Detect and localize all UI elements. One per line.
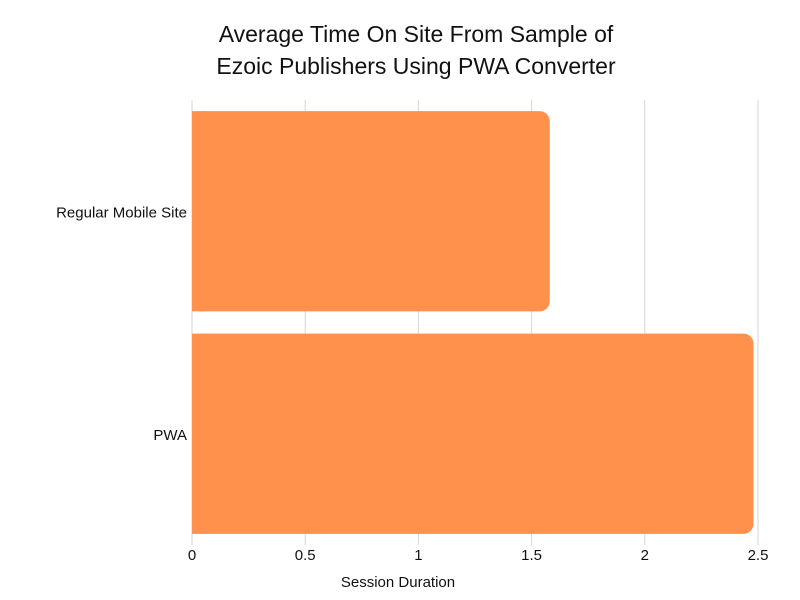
- bar-1: [192, 333, 754, 534]
- bar-left-edge-0: [192, 111, 206, 312]
- chart-title-line-1: Average Time On Site From Sample of: [218, 21, 614, 47]
- chart-title-line-2: Ezoic Publishers Using PWA Converter: [216, 53, 616, 79]
- x-tick-label: 2.5: [748, 547, 769, 564]
- x-tick-label: 0.5: [295, 547, 316, 564]
- category-label: PWA: [153, 427, 187, 444]
- bar-left-edge-1: [192, 333, 206, 534]
- chart-title: Average Time On Site From Sample of Ezoi…: [0, 18, 800, 82]
- bar-layer: [192, 111, 754, 534]
- bar-0: [192, 111, 550, 312]
- x-axis-label: Session Duration: [341, 574, 455, 591]
- x-tick-label: 2: [641, 547, 649, 564]
- x-tick-label: 1.5: [521, 547, 542, 564]
- x-tick-label: 1: [414, 547, 422, 564]
- category-label: Regular Mobile Site: [56, 204, 187, 221]
- axis-layer: 0 0.5 1 1.5 2 2.5 Regular Mobile Site PWA: [56, 204, 768, 564]
- x-tick-label: 0: [188, 547, 196, 564]
